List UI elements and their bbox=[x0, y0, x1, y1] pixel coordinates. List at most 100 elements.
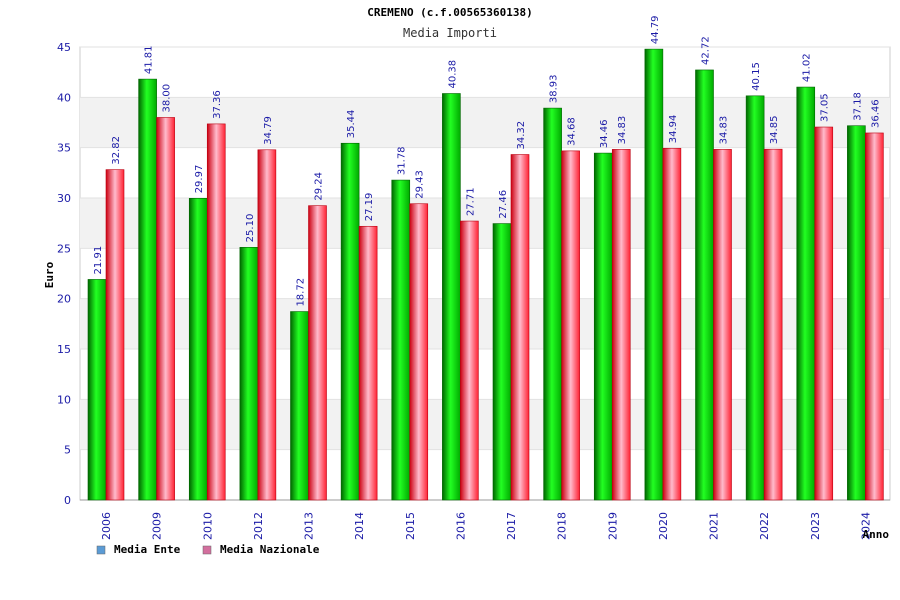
bar-media-ente-2017 bbox=[492, 223, 512, 501]
bar-media-nazionale-2022 bbox=[763, 148, 783, 501]
data-label: 32.82 bbox=[111, 136, 122, 165]
bar-media-ente-2018 bbox=[543, 107, 562, 501]
bar-media-nazionale-2006 bbox=[105, 169, 125, 501]
data-label: 41.02 bbox=[802, 53, 813, 82]
bar-media-nazionale-2013 bbox=[308, 205, 327, 501]
bar-media-ente-2015 bbox=[391, 179, 411, 501]
data-label: 42.72 bbox=[701, 36, 712, 65]
bar-media-nazionale-2024 bbox=[865, 132, 884, 501]
data-label: 27.19 bbox=[364, 193, 375, 222]
bar-media-nazionale-2018 bbox=[561, 150, 580, 501]
y-tick-label: 30 bbox=[57, 192, 71, 205]
data-label: 34.32 bbox=[516, 121, 527, 150]
bar-media-nazionale-2010 bbox=[206, 123, 226, 501]
x-tick-label: 2017 bbox=[505, 512, 518, 540]
bar-media-ente-2019 bbox=[593, 152, 613, 501]
x-axis-label: Anno bbox=[863, 528, 890, 541]
x-tick-label: 2010 bbox=[201, 512, 214, 540]
x-tick-label: 2006 bbox=[100, 512, 113, 540]
x-tick-label: 2009 bbox=[151, 512, 164, 540]
bar-media-ente-2023 bbox=[796, 86, 816, 501]
bar-media-nazionale-2020 bbox=[662, 147, 682, 501]
bar-media-ente-2024 bbox=[847, 125, 866, 501]
data-label: 27.71 bbox=[465, 187, 476, 216]
y-tick-label: 45 bbox=[57, 41, 71, 54]
data-label: 38.93 bbox=[549, 74, 560, 103]
y-tick-label: 40 bbox=[57, 91, 71, 104]
legend-entry: Media Nazionale bbox=[220, 543, 320, 556]
bar-media-nazionale-2016 bbox=[460, 220, 479, 501]
bar-media-ente-2016 bbox=[442, 93, 461, 501]
chart-title: CREMENO (c.f.00565360138) bbox=[367, 6, 533, 19]
x-tick-label: 2024 bbox=[859, 512, 872, 540]
data-label: 37.18 bbox=[852, 92, 863, 121]
bar-media-ente-2012 bbox=[239, 247, 259, 501]
y-tick-label: 15 bbox=[57, 343, 71, 356]
legend-entry: Media Ente bbox=[114, 543, 181, 556]
bar-media-nazionale-2012 bbox=[257, 149, 277, 501]
x-tick-label: 2013 bbox=[303, 512, 316, 540]
x-axis-ticks: 2006 2009 2010 2012 2013 2014 2015 2016 2017 2018… bbox=[100, 512, 872, 540]
data-label: 34.83 bbox=[617, 116, 628, 145]
x-tick-label: 2023 bbox=[809, 512, 822, 540]
y-tick-label: 0 bbox=[64, 494, 71, 507]
data-label: 34.85 bbox=[769, 116, 780, 145]
x-tick-label: 2022 bbox=[758, 512, 771, 540]
bar-media-ente-2013 bbox=[290, 311, 309, 501]
data-label: 34.94 bbox=[668, 115, 679, 144]
x-tick-label: 2019 bbox=[606, 512, 619, 540]
data-label: 21.91 bbox=[93, 246, 104, 275]
y-tick-label: 25 bbox=[57, 242, 71, 255]
x-tick-label: 2020 bbox=[657, 512, 670, 540]
bar-media-nazionale-2021 bbox=[713, 149, 732, 501]
data-label: 31.78 bbox=[397, 146, 408, 175]
bar-media-nazionale-2017 bbox=[510, 154, 530, 501]
data-label: 29.24 bbox=[314, 172, 325, 201]
y-axis-label: Euro bbox=[43, 261, 56, 288]
x-tick-label: 2012 bbox=[252, 512, 265, 540]
data-label: 27.46 bbox=[498, 190, 509, 219]
data-label: 35.44 bbox=[346, 110, 357, 139]
bar-media-nazionale-2019 bbox=[611, 149, 631, 501]
y-axis-ticks: 0 5 10 15 20 25 30 35 40 45 bbox=[57, 41, 71, 507]
y-tick-label: 35 bbox=[57, 142, 71, 155]
y-tick-label: 20 bbox=[57, 293, 71, 306]
bar-media-ente-2014 bbox=[340, 142, 360, 501]
data-label: 34.68 bbox=[567, 117, 578, 146]
data-label: 37.36 bbox=[212, 90, 223, 119]
data-label: 38.00 bbox=[162, 84, 173, 113]
data-label: 34.83 bbox=[719, 116, 730, 145]
y-tick-label: 10 bbox=[57, 393, 71, 406]
bar-media-nazionale-2015 bbox=[409, 203, 429, 501]
data-label: 41.81 bbox=[144, 45, 155, 74]
x-tick-label: 2014 bbox=[353, 512, 366, 540]
bar-media-ente-2010 bbox=[188, 198, 208, 501]
y-tick-label: 5 bbox=[64, 444, 71, 457]
data-label: 34.79 bbox=[263, 116, 274, 145]
chart-subtitle: Media Importi bbox=[403, 26, 497, 40]
data-label: 37.05 bbox=[820, 93, 831, 122]
legend-swatch bbox=[202, 545, 212, 555]
data-label: 29.97 bbox=[194, 165, 205, 194]
data-label: 34.46 bbox=[599, 119, 610, 148]
bar-media-ente-2006 bbox=[87, 279, 107, 501]
legend: Media Ente Media Nazionale bbox=[96, 543, 320, 556]
x-tick-label: 2015 bbox=[404, 512, 417, 540]
data-label: 18.72 bbox=[296, 278, 307, 307]
bar-media-ente-2022 bbox=[745, 95, 765, 501]
data-label: 29.43 bbox=[415, 170, 426, 199]
data-label: 36.46 bbox=[870, 99, 881, 128]
bar-media-nazionale-2023 bbox=[814, 126, 834, 501]
x-tick-label: 2021 bbox=[708, 512, 721, 540]
bar-media-ente-2009 bbox=[138, 78, 157, 501]
bar-media-nazionale-2009 bbox=[156, 117, 175, 501]
data-label: 40.15 bbox=[751, 62, 762, 91]
legend-swatch bbox=[96, 545, 106, 555]
data-label: 25.10 bbox=[245, 214, 256, 243]
x-tick-label: 2016 bbox=[454, 512, 467, 540]
bars: 21.91 32.82 41.81 38.00 29.97 37.36 25.10 34.79… bbox=[87, 15, 884, 501]
bar-media-ente-2021 bbox=[695, 69, 714, 501]
bar-media-ente-2020 bbox=[644, 48, 664, 501]
x-tick-label: 2018 bbox=[556, 512, 569, 540]
